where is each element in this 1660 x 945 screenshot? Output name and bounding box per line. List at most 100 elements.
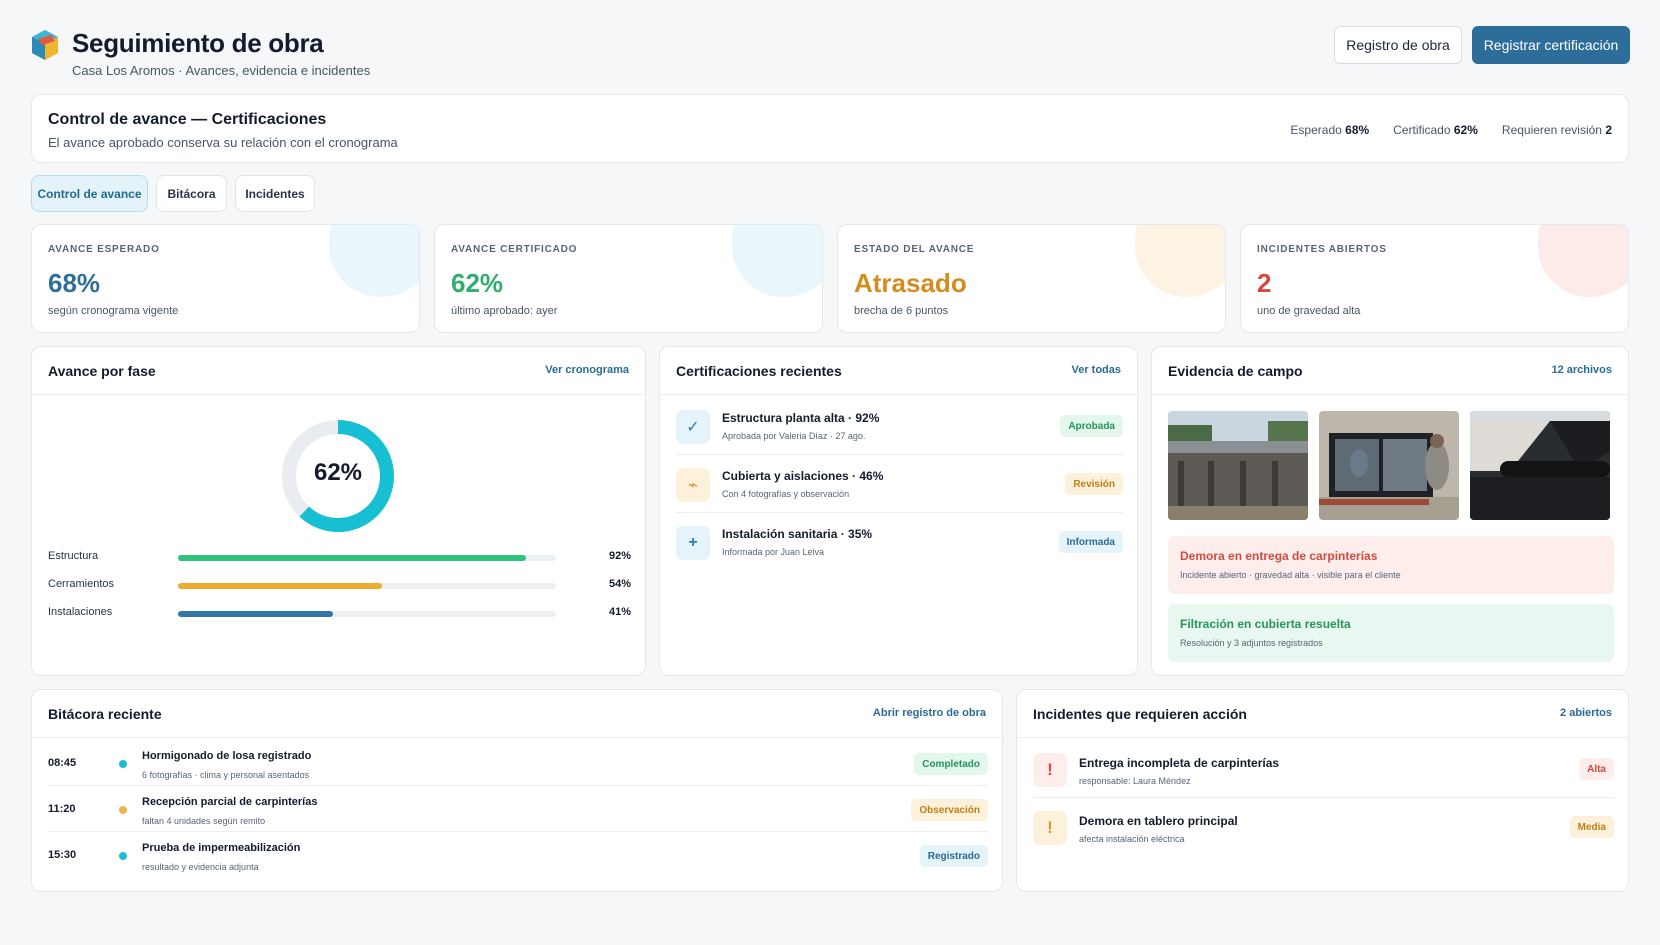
panel-title: Bitácora reciente	[48, 706, 162, 722]
evidencia-panel: Evidencia de campo 12 archivos	[1151, 346, 1629, 676]
decorative-blob	[1135, 225, 1225, 297]
fase-row-instalaciones: Instalaciones 41%	[48, 606, 631, 620]
ver-todas-link[interactable]: Ver todas	[1071, 364, 1121, 376]
stat-value: 2	[1605, 123, 1612, 137]
kpi-avance-esperado: AVANCE ESPERADO 68% según cronograma vig…	[31, 224, 420, 333]
photo-cubierta-thumbnail[interactable]	[1470, 411, 1610, 520]
photo-carpinterias-thumbnail[interactable]	[1319, 411, 1459, 520]
resolved-alert[interactable]: Filtración en cubierta resuelta Resoluci…	[1168, 604, 1614, 662]
log-title: Recepción parcial de carpinterías	[142, 796, 318, 808]
cert-subtitle: Informada por Juan Leiva	[722, 547, 825, 557]
alert-title: Filtración en cubierta resuelta	[1180, 617, 1351, 631]
status-badge: Informada	[1058, 531, 1123, 553]
stat-label: Certificado	[1393, 123, 1451, 137]
status-dot	[119, 806, 127, 814]
status-dot	[119, 760, 127, 768]
cert-item[interactable]: ✓ Estructura planta alta · 92% Aprobada …	[676, 397, 1123, 455]
panel-title: Evidencia de campo	[1168, 363, 1303, 379]
abrir-registro-link[interactable]: Abrir registro de obra	[872, 707, 986, 719]
tab-control-de-avance[interactable]: Control de avance	[31, 175, 148, 212]
fase-label: Cerramientos	[48, 578, 115, 590]
tab-bitacora[interactable]: Bitácora	[156, 175, 227, 212]
panel-header: Incidentes que requieren acción 2 abiert…	[1017, 690, 1628, 738]
cert-title: Estructura planta alta · 92%	[722, 411, 880, 425]
incident-item[interactable]: ! Entrega incompleta de carpinterías res…	[1033, 740, 1614, 798]
certificaciones-panel: Certificaciones recientes Ver todas ✓ Es…	[659, 346, 1138, 676]
decorative-blob	[732, 225, 822, 297]
log-item[interactable]: 08:45 Hormigonado de losa registrado 6 f…	[48, 740, 988, 786]
photo-losa-thumbnail[interactable]	[1168, 411, 1308, 520]
panel-header: Bitácora reciente Abrir registro de obra	[32, 690, 1002, 738]
panel-title: Certificaciones recientes	[676, 363, 842, 379]
status-badge: Registrado	[919, 845, 988, 867]
wave-icon: ⌁	[676, 468, 710, 502]
panel-header: Certificaciones recientes Ver todas	[660, 347, 1137, 395]
stat-value: 68%	[1345, 123, 1370, 137]
kpi-label: AVANCE ESPERADO	[48, 244, 160, 255]
alert-icon: !	[1033, 753, 1067, 787]
avance-por-fase-panel: Avance por fase Ver cronograma 62% Estru…	[31, 346, 646, 676]
panel-header: Avance por fase Ver cronograma	[32, 347, 645, 395]
kpi-note: último aprobado: ayer	[451, 305, 558, 317]
severity-badge: Media	[1569, 816, 1614, 838]
page-title: Seguimiento de obra	[72, 28, 324, 58]
cert-subtitle: Con 4 fotografías y observación	[722, 489, 850, 499]
alert-subtitle: Incidente abierto · gravedad alta · visi…	[1180, 570, 1401, 580]
panel-header: Evidencia de campo 12 archivos	[1152, 347, 1628, 395]
incident-subtitle: responsable: Laura Méndez	[1079, 776, 1191, 786]
app-logo-icon	[32, 30, 58, 60]
panel-title: Incidentes que requieren acción	[1033, 706, 1247, 722]
stat-revision: Requieren revisión 2	[1502, 123, 1612, 137]
control-summary-card: Control de avance — Certificaciones El a…	[31, 94, 1629, 163]
panel-title: Avance por fase	[48, 363, 156, 379]
kpi-value: 62%	[451, 268, 504, 298]
abiertos-link[interactable]: 2 abiertos	[1560, 707, 1612, 719]
decorative-blob	[1538, 225, 1628, 297]
log-item[interactable]: 11:20 Recepción parcial de carpinterías …	[48, 786, 988, 832]
severity-badge: Alta	[1579, 758, 1614, 780]
cert-title: Instalación sanitaria · 35%	[722, 527, 873, 541]
kpi-value: 68%	[48, 268, 101, 298]
incident-item[interactable]: ! Demora en tablero principal afecta ins…	[1033, 798, 1614, 856]
log-item[interactable]: 15:30 Prueba de impermeabilización resul…	[48, 832, 988, 878]
log-subtitle: faltan 4 unidades según remito	[142, 816, 266, 826]
ver-cronograma-link[interactable]: Ver cronograma	[545, 364, 629, 376]
tab-incidentes[interactable]: Incidentes	[235, 175, 315, 212]
cert-item[interactable]: + Instalación sanitaria · 35% Informada …	[676, 513, 1123, 571]
kpi-value: 2	[1257, 268, 1272, 298]
incident-alert[interactable]: Demora en entrega de carpinterías Incide…	[1168, 536, 1614, 594]
kpi-label: INCIDENTES ABIERTOS	[1257, 244, 1387, 255]
cert-item[interactable]: ⌁ Cubierta y aislaciones · 46% Con 4 fot…	[676, 455, 1123, 513]
kpi-avance-certificado: AVANCE CERTIFICADO 62% último aprobado: …	[434, 224, 823, 333]
kpi-note: brecha de 6 puntos	[854, 305, 949, 317]
progress-donut	[282, 420, 394, 532]
fase-label: Instalaciones	[48, 606, 113, 618]
incident-title: Entrega incompleta de carpinterías	[1079, 756, 1280, 770]
status-badge: Aprobada	[1060, 415, 1123, 437]
status-badge: Revisión	[1065, 473, 1123, 495]
log-time: 11:20	[48, 803, 76, 815]
kpi-value: Atrasado	[854, 268, 967, 298]
donut-value: 62%	[313, 459, 363, 486]
progress-track	[178, 583, 556, 589]
kpi-label: ESTADO DEL AVANCE	[854, 244, 975, 255]
stat-label: Requieren revisión	[1501, 123, 1602, 137]
kpi-note: uno de gravedad alta	[1257, 305, 1361, 317]
log-title: Hormigonado de losa registrado	[142, 750, 312, 762]
page-header: Seguimiento de obra Casa Los Aromos · Av…	[31, 26, 1630, 82]
bitacora-panel: Bitácora reciente Abrir registro de obra…	[31, 689, 1003, 892]
progress-fill	[178, 611, 333, 617]
progress-track	[178, 555, 556, 561]
registrar-certificacion-button[interactable]: Registrar certificación	[1472, 26, 1630, 64]
plus-icon: +	[676, 526, 710, 560]
registro-de-obra-button[interactable]: Registro de obra	[1334, 26, 1462, 64]
stat-label: Esperado	[1290, 123, 1342, 137]
alert-title: Demora en entrega de carpinterías	[1180, 549, 1378, 563]
log-time: 08:45	[48, 757, 77, 769]
progress-fill	[178, 583, 383, 589]
cert-subtitle: Aprobada por Valeria Díaz · 27 ago.	[722, 431, 866, 441]
fase-label: Estructura	[48, 550, 99, 562]
incidentes-panel: Incidentes que requieren acción 2 abiert…	[1016, 689, 1629, 892]
fase-percent: 41%	[608, 606, 631, 618]
archivos-link[interactable]: 12 archivos	[1551, 364, 1612, 376]
